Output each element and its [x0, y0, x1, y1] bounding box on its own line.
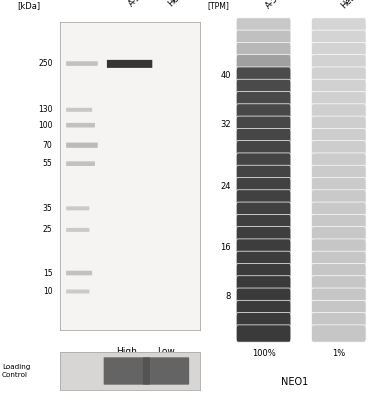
FancyBboxPatch shape: [311, 128, 366, 146]
FancyBboxPatch shape: [311, 264, 366, 281]
FancyBboxPatch shape: [311, 190, 366, 207]
FancyBboxPatch shape: [311, 312, 366, 330]
FancyBboxPatch shape: [236, 178, 291, 195]
FancyBboxPatch shape: [311, 325, 366, 342]
FancyBboxPatch shape: [311, 116, 366, 133]
FancyBboxPatch shape: [311, 30, 366, 47]
FancyBboxPatch shape: [311, 55, 366, 72]
FancyBboxPatch shape: [311, 288, 366, 305]
Text: Low: Low: [157, 347, 175, 356]
Text: 8: 8: [226, 292, 231, 301]
Text: HeLa: HeLa: [166, 0, 187, 8]
FancyBboxPatch shape: [311, 79, 366, 96]
Text: 70: 70: [43, 141, 53, 150]
Text: 15: 15: [43, 268, 53, 278]
FancyBboxPatch shape: [236, 141, 291, 158]
FancyBboxPatch shape: [236, 264, 291, 281]
FancyBboxPatch shape: [236, 55, 291, 72]
FancyBboxPatch shape: [236, 42, 291, 60]
FancyBboxPatch shape: [66, 206, 89, 210]
FancyBboxPatch shape: [311, 18, 366, 35]
Text: 100: 100: [38, 121, 53, 130]
Text: 100%: 100%: [252, 349, 275, 358]
Text: 55: 55: [43, 159, 53, 168]
FancyBboxPatch shape: [311, 67, 366, 84]
FancyBboxPatch shape: [236, 104, 291, 121]
FancyBboxPatch shape: [66, 142, 98, 148]
FancyBboxPatch shape: [66, 108, 92, 112]
FancyBboxPatch shape: [236, 227, 291, 244]
FancyBboxPatch shape: [311, 42, 366, 60]
FancyBboxPatch shape: [66, 123, 95, 128]
Text: [kDa]: [kDa]: [17, 1, 41, 10]
Text: A-549: A-549: [127, 0, 151, 8]
FancyBboxPatch shape: [311, 165, 366, 182]
FancyBboxPatch shape: [143, 357, 189, 385]
Text: 250: 250: [38, 59, 53, 68]
Text: HeLa: HeLa: [339, 0, 360, 10]
FancyBboxPatch shape: [236, 190, 291, 207]
Text: 16: 16: [220, 243, 231, 252]
Text: NEO1: NEO1: [281, 377, 308, 387]
FancyBboxPatch shape: [236, 153, 291, 170]
FancyBboxPatch shape: [311, 141, 366, 158]
FancyBboxPatch shape: [236, 92, 291, 109]
FancyBboxPatch shape: [311, 276, 366, 293]
Text: 24: 24: [220, 182, 231, 191]
Text: A-549: A-549: [263, 0, 287, 10]
FancyBboxPatch shape: [236, 239, 291, 256]
FancyBboxPatch shape: [311, 92, 366, 109]
FancyBboxPatch shape: [236, 128, 291, 146]
FancyBboxPatch shape: [311, 153, 366, 170]
FancyBboxPatch shape: [311, 227, 366, 244]
Text: 10: 10: [43, 287, 53, 296]
FancyBboxPatch shape: [236, 18, 291, 35]
Text: High: High: [116, 347, 137, 356]
FancyBboxPatch shape: [66, 228, 89, 232]
FancyBboxPatch shape: [66, 61, 98, 66]
FancyBboxPatch shape: [311, 251, 366, 268]
FancyBboxPatch shape: [236, 202, 291, 219]
FancyBboxPatch shape: [311, 300, 366, 318]
FancyBboxPatch shape: [66, 161, 95, 166]
FancyBboxPatch shape: [236, 30, 291, 47]
Text: 35: 35: [43, 204, 53, 213]
Text: 40: 40: [220, 71, 231, 80]
FancyBboxPatch shape: [236, 251, 291, 268]
Text: RNA
[TPM]: RNA [TPM]: [207, 0, 229, 10]
FancyBboxPatch shape: [104, 357, 150, 385]
FancyBboxPatch shape: [66, 290, 89, 294]
FancyBboxPatch shape: [311, 239, 366, 256]
FancyBboxPatch shape: [311, 202, 366, 219]
FancyBboxPatch shape: [311, 178, 366, 195]
FancyBboxPatch shape: [236, 288, 291, 305]
FancyBboxPatch shape: [236, 276, 291, 293]
Text: Loading
Control: Loading Control: [2, 364, 30, 378]
FancyBboxPatch shape: [107, 60, 152, 68]
FancyBboxPatch shape: [236, 300, 291, 318]
FancyBboxPatch shape: [311, 214, 366, 232]
FancyBboxPatch shape: [236, 67, 291, 84]
FancyBboxPatch shape: [236, 312, 291, 330]
FancyBboxPatch shape: [236, 116, 291, 133]
Text: 130: 130: [38, 105, 53, 114]
FancyBboxPatch shape: [236, 165, 291, 182]
Text: 32: 32: [220, 120, 231, 129]
FancyBboxPatch shape: [236, 325, 291, 342]
FancyBboxPatch shape: [236, 79, 291, 96]
FancyBboxPatch shape: [66, 271, 92, 275]
Text: 1%: 1%: [332, 349, 345, 358]
FancyBboxPatch shape: [311, 104, 366, 121]
FancyBboxPatch shape: [236, 214, 291, 232]
Text: 25: 25: [43, 225, 53, 234]
